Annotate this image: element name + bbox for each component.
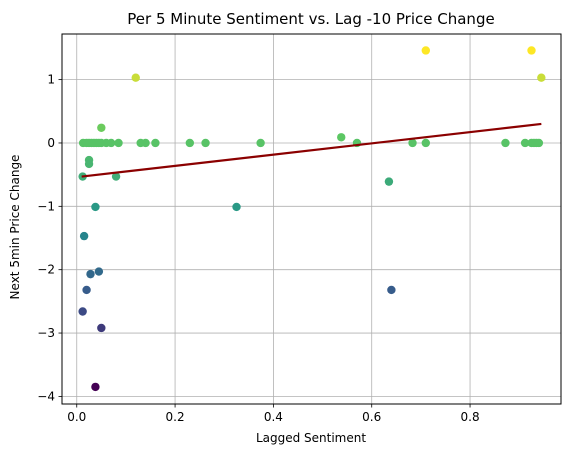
data-point <box>86 269 95 279</box>
x-axis-label: Lagged Sentiment <box>256 431 366 445</box>
data-point <box>82 285 91 295</box>
y-tick-label: −2 <box>37 263 55 277</box>
trendline-layer <box>81 122 542 178</box>
data-point <box>201 138 210 148</box>
data-point <box>384 177 394 186</box>
plot-area-frame <box>61 33 562 405</box>
data-point <box>232 202 241 212</box>
data-point <box>79 231 89 241</box>
data-point <box>256 138 265 148</box>
data-point <box>534 138 544 148</box>
data-point <box>421 138 431 148</box>
trend-line <box>81 122 542 178</box>
x-tick-label: 0.8 <box>461 410 480 424</box>
chart-title: Per 5 Minute Sentiment vs. Lag -10 Price… <box>127 10 494 28</box>
x-tick-label: 0.6 <box>362 410 381 424</box>
data-point <box>537 73 546 82</box>
data-point <box>421 46 431 55</box>
data-point <box>527 46 536 55</box>
data-point <box>151 138 160 148</box>
data-point <box>337 133 346 142</box>
y-tick-label: 1 <box>47 73 55 87</box>
y-tick-label: −1 <box>37 199 55 213</box>
data-point <box>185 138 195 148</box>
data-point <box>84 159 94 169</box>
data-point <box>91 202 100 212</box>
data-point <box>141 138 150 148</box>
data-point <box>106 138 116 148</box>
data-point <box>111 172 121 181</box>
data-point <box>114 138 123 148</box>
data-point <box>520 138 530 148</box>
data-point <box>131 73 140 82</box>
x-tick-label: 0.0 <box>67 410 86 424</box>
data-point <box>408 138 417 148</box>
data-point <box>78 307 87 316</box>
data-point <box>91 382 100 392</box>
data-point <box>501 138 510 148</box>
x-tick-label: 0.4 <box>264 410 283 424</box>
y-tick-label: −4 <box>37 389 55 403</box>
axis-ticks: 0.0 0.2 0.4 0.6 0.8 −4 −3 −2 −1 0 1 <box>37 73 479 424</box>
y-tick-label: −3 <box>37 326 55 340</box>
data-point <box>97 323 106 333</box>
data-point <box>94 267 104 276</box>
scatter-points <box>78 46 546 392</box>
data-point <box>97 123 106 132</box>
x-tick-label: 0.2 <box>166 410 185 424</box>
y-tick-label: 0 <box>47 136 55 150</box>
data-point <box>387 285 396 295</box>
grid-lines <box>62 34 561 404</box>
y-axis-label: Next 5min Price Change <box>8 155 22 300</box>
